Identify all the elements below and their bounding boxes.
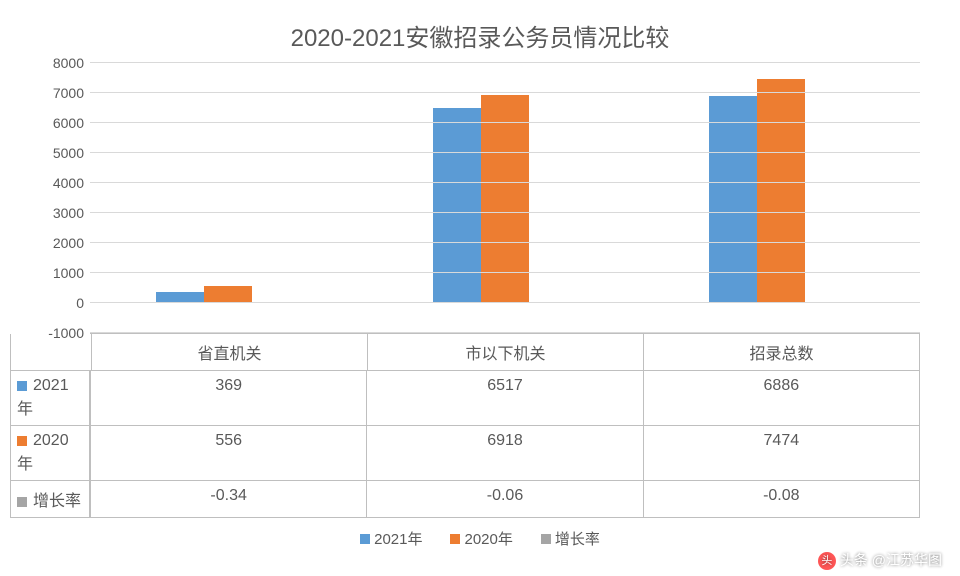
- gridline: [90, 152, 920, 153]
- series-swatch: [17, 497, 27, 507]
- plot-area: -1000010002000300040005000600070008000: [90, 63, 920, 334]
- y-tick-label: 4000: [53, 175, 90, 191]
- bar-group: [90, 63, 367, 333]
- y-tick-label: 7000: [53, 85, 90, 101]
- data-table: 2021年369651768862020年55669187474增长率-0.34…: [90, 371, 920, 518]
- table-row: 2021年36965176886: [90, 371, 920, 426]
- table-cell: 6517: [367, 371, 643, 426]
- bar: [204, 286, 252, 303]
- gridline: [90, 182, 920, 183]
- category-header-row: 省直机关市以下机关招录总数: [90, 334, 920, 371]
- bar-groups: [90, 63, 920, 333]
- table-cell: 6886: [644, 371, 920, 426]
- bar: [433, 108, 481, 304]
- table-cell: 556: [90, 426, 367, 481]
- legend-swatch: [360, 534, 370, 544]
- legend-item: 2021年: [360, 528, 422, 549]
- gridline: [90, 332, 920, 333]
- table-cell: 6918: [367, 426, 643, 481]
- row-header: 2021年: [10, 371, 90, 426]
- gridline: [90, 212, 920, 213]
- bar-group: [367, 63, 644, 333]
- legend-label: 2020年: [464, 528, 512, 549]
- series-name: 增长率: [33, 493, 81, 510]
- legend-item: 2020年: [450, 528, 512, 549]
- watermark-icon: 头: [818, 552, 836, 570]
- table-cell: -0.08: [644, 481, 920, 518]
- series-swatch: [17, 436, 27, 446]
- row-header: 2020年: [10, 426, 90, 481]
- category-header: 市以下机关: [368, 334, 644, 371]
- plot-wrapper: -1000010002000300040005000600070008000 省…: [90, 63, 920, 518]
- table-cell: -0.06: [367, 481, 643, 518]
- y-tick-label: -1000: [48, 325, 90, 341]
- legend: 2021年 2020年 增长率: [30, 528, 930, 549]
- legend-item: 增长率: [541, 528, 600, 549]
- gridline: [90, 302, 920, 303]
- series-swatch: [17, 381, 27, 391]
- gridline: [90, 122, 920, 123]
- chart-title: 2020-2021安徽招录公务员情况比较: [30, 18, 930, 53]
- legend-label: 增长率: [555, 528, 600, 549]
- y-tick-label: 0: [76, 295, 90, 311]
- table-cell: 369: [90, 371, 367, 426]
- bars: [367, 63, 643, 303]
- y-tick-label: 6000: [53, 115, 90, 131]
- bar: [757, 79, 805, 303]
- category-header: 省直机关: [91, 334, 368, 371]
- bars: [643, 63, 919, 303]
- bar-group: [643, 63, 920, 333]
- y-tick-label: 1000: [53, 265, 90, 281]
- bars: [90, 63, 366, 303]
- gridline: [90, 92, 920, 93]
- watermark: 头头条 @江苏华图: [818, 550, 942, 570]
- gridline: [90, 242, 920, 243]
- y-tick-label: 5000: [53, 145, 90, 161]
- category-header: 招录总数: [644, 334, 920, 371]
- table-row: 增长率-0.34-0.06-0.08: [90, 481, 920, 518]
- legend-swatch: [541, 534, 551, 544]
- category-headers: 省直机关市以下机关招录总数: [91, 334, 920, 371]
- row-header: 增长率: [10, 481, 90, 518]
- watermark-text: 头条 @江苏华图: [840, 552, 942, 568]
- table-row: 2020年55669187474: [90, 426, 920, 481]
- y-tick-label: 2000: [53, 235, 90, 251]
- y-tick-label: 3000: [53, 205, 90, 221]
- gridline: [90, 272, 920, 273]
- gridline: [90, 62, 920, 63]
- y-tick-label: 8000: [53, 55, 90, 71]
- legend-label: 2021年: [374, 528, 422, 549]
- chart-container: 2020-2021安徽招录公务员情况比较 -100001000200030004…: [0, 0, 960, 576]
- legend-swatch: [450, 534, 460, 544]
- table-cell: 7474: [644, 426, 920, 481]
- table-cell: -0.34: [90, 481, 367, 518]
